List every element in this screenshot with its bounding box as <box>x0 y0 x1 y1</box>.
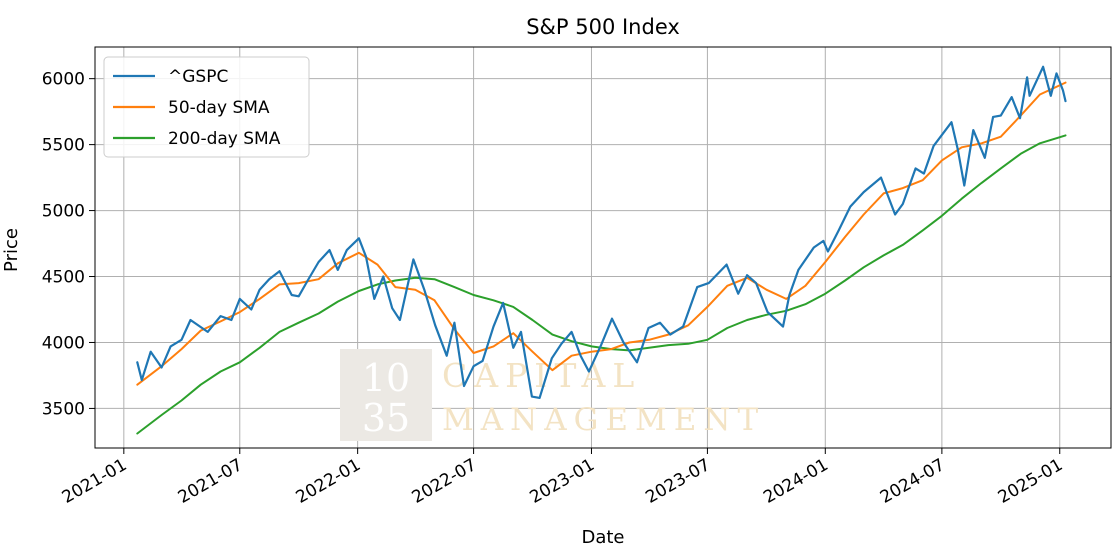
y-tick-label: 5000 <box>42 202 85 222</box>
plot-frame <box>94 46 1112 449</box>
chart-title: S&P 500 Index <box>526 15 680 39</box>
watermark-line-2: MANAGEMENT <box>442 402 765 438</box>
y-axis-title: Price <box>1 228 22 272</box>
series-line-gspc <box>136 65 1067 399</box>
watermark-box <box>340 349 432 441</box>
watermark: 10 35 CAPITAL MANAGEMENT <box>340 349 765 441</box>
legend-label: ^GSPC <box>168 67 228 87</box>
series-line-200-day-sma <box>136 134 1067 435</box>
legend-label: 200-day SMA <box>168 129 281 149</box>
series-layer <box>136 65 1067 435</box>
y-tick-label: 4000 <box>42 333 85 353</box>
x-axis-title: Date <box>581 527 624 548</box>
y-tick-label: 3500 <box>42 399 85 419</box>
series-line-50-day-sma <box>136 81 1067 386</box>
legend-box <box>103 56 310 158</box>
legend-label: 50-day SMA <box>168 98 270 118</box>
y-tick-label: 4500 <box>42 268 85 288</box>
watermark-box-line-1: 10 <box>362 356 410 400</box>
legend: ^GSPC 50-day SMA 200-day SMA <box>103 56 310 158</box>
legend-items: ^GSPC 50-day SMA 200-day SMA <box>113 67 281 149</box>
watermark-box-line-2: 35 <box>362 396 410 440</box>
watermark-line-1: CAPITAL <box>442 356 641 395</box>
y-tick-label: 6000 <box>42 70 85 90</box>
y-tick-label: 5500 <box>42 136 85 156</box>
